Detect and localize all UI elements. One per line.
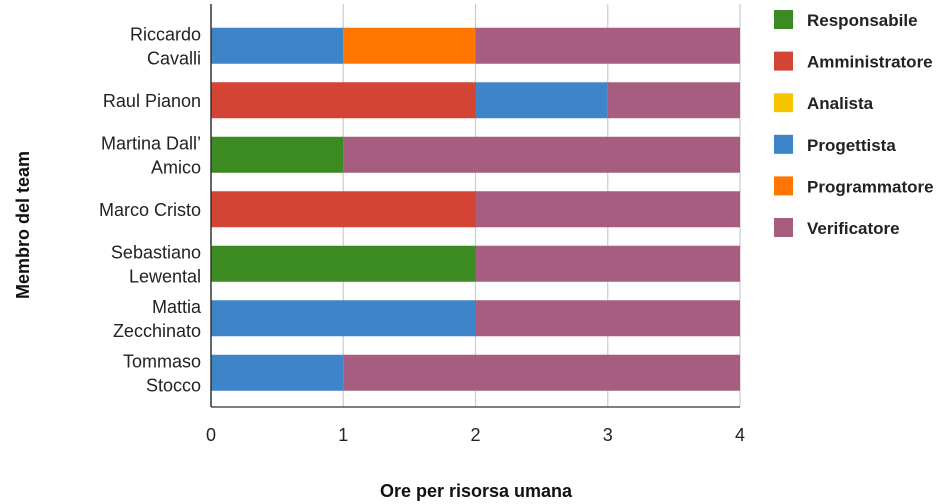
bar-amministratore-1 [211, 82, 476, 119]
y-tick-label: Zecchinato [113, 321, 201, 341]
legend-swatch-programmatore [774, 176, 793, 196]
y-tick-label: Amico [151, 157, 201, 177]
y-tick-label: Tommaso [123, 351, 201, 371]
legend-swatch-verificatore [774, 218, 793, 237]
y-tick-label: Sebastiano [111, 242, 201, 262]
y-axis-title: Membro del team [13, 151, 33, 299]
bar-verificatore-2 [343, 136, 740, 173]
bar-progettista-1 [475, 82, 608, 119]
x-tick-label: 1 [338, 425, 348, 445]
bar-verificatore-4 [475, 245, 740, 282]
x-tick-label: 3 [603, 425, 613, 445]
y-tick-label: Marco Cristo [99, 200, 201, 220]
legend-label-amministratore: Amministratore [807, 53, 933, 72]
x-tick-label: 2 [470, 425, 480, 445]
legend-swatch-analista [774, 93, 793, 113]
y-tick-label: Mattia [152, 297, 202, 317]
y-tick-label: Martina Dall’ [101, 133, 201, 153]
bar-verificatore-5 [475, 300, 740, 337]
bars [211, 27, 740, 391]
y-tick-label: Cavalli [147, 48, 201, 68]
bar-responsabile-4 [211, 245, 476, 282]
x-axis-title: Ore per risorsa umana [380, 481, 573, 501]
y-tick-labels: Riccardo Cavalli Raul Pianon Martina Dall’ A… [99, 24, 202, 395]
x-tick-label: 0 [206, 425, 216, 445]
legend-swatch-responsabile [774, 10, 793, 29]
y-tick-label: Stocco [146, 375, 201, 395]
legend-label-programmatore: Programmatore [807, 177, 934, 196]
legend-swatch-amministratore [774, 51, 793, 71]
bar-programmatore-0 [343, 27, 476, 64]
bar-responsabile-2 [211, 136, 344, 173]
bar-progettista-0 [211, 27, 344, 64]
bar-verificatore-6 [343, 354, 740, 391]
bar-verificatore-3 [475, 191, 740, 228]
bar-verificatore-0 [475, 27, 740, 64]
x-tick-labels: 0 1 2 3 4 [206, 425, 745, 445]
legend: Responsabile Amministratore Analista Proget… [774, 10, 934, 238]
legend-swatch-progettista [774, 134, 793, 154]
legend-label-analista: Analista [807, 94, 874, 113]
x-tick-label: 4 [735, 425, 745, 445]
bar-amministratore-3 [211, 191, 476, 228]
y-tick-label: Riccardo [130, 24, 201, 44]
legend-label-responsabile: Responsabile [807, 11, 918, 30]
y-tick-label: Raul Pianon [103, 91, 201, 111]
bar-verificatore-1 [607, 82, 740, 119]
bar-progettista-5 [211, 300, 476, 337]
legend-label-progettista: Progettista [807, 136, 896, 155]
axes [210, 4, 740, 408]
y-tick-label: Lewental [129, 266, 201, 286]
legend-label-verificatore: Verificatore [807, 219, 900, 238]
bar-progettista-6 [211, 354, 344, 391]
